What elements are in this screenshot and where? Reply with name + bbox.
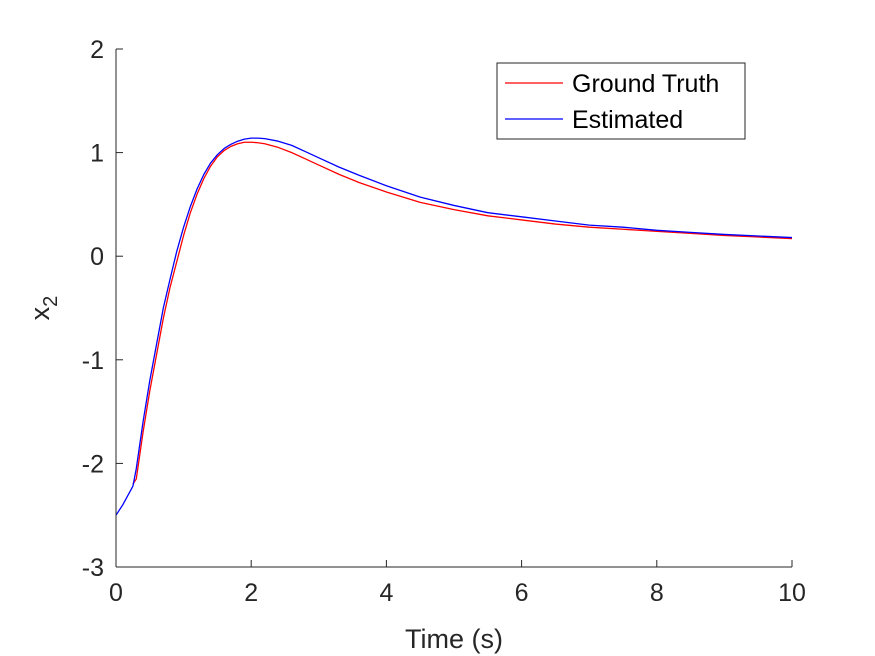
y-axis-label: x2 — [25, 296, 62, 321]
legend-label-estimated: Estimated — [572, 106, 683, 134]
y-tick-label: -3 — [82, 554, 104, 582]
series-line-estimated — [115, 137, 793, 516]
x-tick-label: 4 — [379, 579, 393, 607]
legend-label-ground-truth: Ground Truth — [572, 70, 719, 98]
axes-layer — [115, 49, 792, 568]
y-tick-label: -2 — [82, 450, 104, 478]
series-layer — [115, 137, 793, 516]
y-tick-label: 2 — [90, 36, 104, 64]
x-axis-label: Time (s) — [405, 624, 503, 654]
x-tick-label: 0 — [109, 579, 123, 607]
y-axis-label-subscript: 2 — [40, 296, 62, 307]
y-tick-label: 0 — [90, 243, 104, 271]
x-tick-label: 10 — [778, 579, 806, 607]
x-tick-label: 6 — [515, 579, 529, 607]
legend-box — [496, 62, 746, 140]
y-tick-label: 1 — [90, 140, 104, 168]
y-tick-label: -1 — [82, 347, 104, 375]
series-line-ground-truth — [132, 141, 793, 485]
x-tick-label: 2 — [244, 579, 258, 607]
x-tick-label: 8 — [650, 579, 664, 607]
ticks-layer: 0 2 4 6 8 10 -3 -2 -1 0 1 2 — [82, 36, 806, 607]
legend: Ground Truth Estimated — [496, 62, 746, 140]
y-axis-label-base: x — [25, 306, 55, 320]
